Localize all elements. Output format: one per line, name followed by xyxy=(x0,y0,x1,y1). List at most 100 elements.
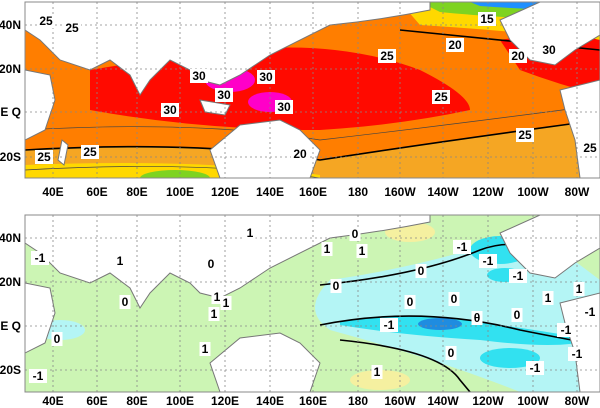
contour-thin-1 xyxy=(25,104,600,141)
contour-label-box xyxy=(478,12,496,26)
land-north-america-bottom xyxy=(499,215,600,279)
contour-label: -1 xyxy=(530,361,541,375)
lon-tick-label: 100W xyxy=(517,394,549,408)
lon-tick-label: 60E xyxy=(86,185,107,199)
contour-label: 25 xyxy=(83,145,97,159)
contour-label-box xyxy=(51,332,63,346)
contour-label-box xyxy=(446,38,464,52)
contour-label-box xyxy=(509,49,527,63)
contour-label: 30 xyxy=(277,100,291,114)
contour-label: 0 xyxy=(122,295,129,309)
contour-label: -1 xyxy=(33,369,44,383)
contour-label: 25 xyxy=(39,14,53,28)
contour-label: -1 xyxy=(561,323,572,337)
lon-tick-label: 160W xyxy=(384,185,416,199)
land-australia-bottom xyxy=(209,332,321,392)
contour-label-box xyxy=(208,307,220,321)
contour-label-box xyxy=(404,295,416,309)
lon-tick-label: 160W xyxy=(384,394,416,408)
sst-map xyxy=(25,2,600,178)
lon-tick-label: 80E xyxy=(126,394,147,408)
lon-tick-label: 100E xyxy=(166,394,194,408)
contour-label-box xyxy=(471,311,483,325)
contour-label: 20 xyxy=(511,49,525,63)
lon-tick-label: 160E xyxy=(299,394,327,408)
lon-tick-label: 80W xyxy=(565,185,590,199)
lon-tick-label: 140E xyxy=(256,394,284,408)
contour-25 xyxy=(25,119,600,161)
contour-label-box xyxy=(581,141,599,155)
contour-label-box xyxy=(568,347,586,361)
lon-tick-label: 80W xyxy=(565,394,590,408)
contour-label-box xyxy=(415,264,427,278)
contour-label-box xyxy=(37,14,55,28)
contour-label-box xyxy=(511,308,523,322)
contour-label: 0 xyxy=(418,264,425,278)
contour-label: 0 xyxy=(407,295,414,309)
lat-tick-label: 40N xyxy=(0,231,21,245)
land-africa xyxy=(25,69,56,141)
lat-tick-label: 20N xyxy=(0,62,21,76)
contour-label: θ xyxy=(474,311,481,325)
lat-tick-label: 20S xyxy=(0,150,21,164)
contour-label: 1 xyxy=(576,282,583,296)
contour-label: 1 xyxy=(247,226,254,240)
lat-tick-label: 40N xyxy=(0,18,21,32)
contour-label-box xyxy=(540,43,558,57)
contour-label-box xyxy=(81,145,99,159)
contour-label-box xyxy=(509,269,527,283)
lon-tick-label: 140W xyxy=(427,185,459,199)
contour-label: 1 xyxy=(324,242,331,256)
contour-label: -1 xyxy=(35,251,46,265)
contour-label-box xyxy=(557,323,575,337)
contour-label: 30 xyxy=(259,70,273,84)
contour-label-box xyxy=(371,365,383,379)
contour-label-box xyxy=(479,254,497,268)
contour-label: 1 xyxy=(223,296,230,310)
lat-tick-label: 20N xyxy=(0,275,21,289)
contour-label: 25 xyxy=(583,141,597,155)
lon-tick-label: 140W xyxy=(427,394,459,408)
anomaly-frame xyxy=(24,214,600,393)
contour-label-box xyxy=(432,90,450,104)
lon-tick-label: 180 xyxy=(348,185,368,199)
contour-label: 1 xyxy=(202,342,209,356)
contour-label: 25 xyxy=(65,21,79,35)
contour-label: 20 xyxy=(448,38,462,52)
lon-tick-label: 120W xyxy=(472,394,504,408)
contour-label: -1 xyxy=(483,254,494,268)
lat-tick-label: E Q xyxy=(0,105,21,119)
contour-label: 25 xyxy=(434,90,448,104)
contour-label-box xyxy=(31,251,49,265)
contour-label-box xyxy=(526,361,544,375)
lon-tick-label: 180 xyxy=(348,394,368,408)
lon-tick-label: 120E xyxy=(211,185,239,199)
contour-label: 0 xyxy=(352,227,359,241)
contour-label-box xyxy=(330,279,342,293)
contour-label-box xyxy=(63,21,81,35)
contour-label: 1 xyxy=(117,254,124,268)
anomaly-warm-sp xyxy=(350,370,410,390)
contour-label-box xyxy=(453,240,471,254)
contour-label-box xyxy=(161,103,179,117)
contour-label: 25 xyxy=(380,49,394,63)
contour-label: 0 xyxy=(514,308,521,322)
contour-label: 25 xyxy=(518,128,532,142)
contour-label-box xyxy=(119,295,131,309)
anomaly-map xyxy=(25,215,600,392)
contour-label: 1 xyxy=(214,290,221,304)
contour-label-box xyxy=(321,242,333,256)
sst-band-20 xyxy=(140,170,210,178)
contour-label: 30 xyxy=(217,88,231,102)
anomaly-grid: 40E 60E 80E 100E 120E 140E 160E 180 160W 140W 120W… xyxy=(0,215,600,408)
lon-tick-label: 100W xyxy=(517,185,549,199)
contour-label: 15 xyxy=(480,12,494,26)
land-africa-bottom xyxy=(25,282,56,354)
contour-label-box xyxy=(275,100,293,114)
lon-tick-label: 120E xyxy=(211,394,239,408)
lon-tick-label: 120W xyxy=(472,185,504,199)
contour-label: -1 xyxy=(513,269,524,283)
contour-label-box xyxy=(581,305,599,319)
